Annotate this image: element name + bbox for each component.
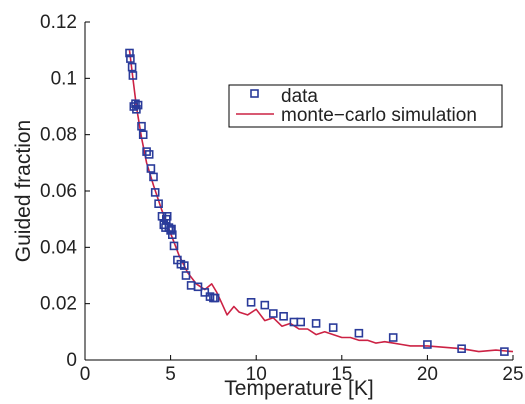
simulation-line-layer (128, 50, 514, 353)
y-tick-label: 0.02 (40, 294, 77, 315)
data-point (126, 54, 135, 63)
legend-data-marker (250, 89, 259, 98)
data-point (423, 340, 432, 349)
legend-label-data: data (281, 86, 318, 107)
data-point (167, 224, 176, 234)
data-point (181, 271, 191, 280)
simulation-line (128, 50, 514, 353)
data-point (388, 333, 398, 342)
x-tick-label: 15 (331, 364, 352, 385)
tick-labels: 0 5 10 15 20 25 0 0.02 0.04 0.06 0.08 0.1 0.12 (40, 12, 524, 385)
x-tick-label: 5 (165, 364, 176, 385)
x-tick-label: 0 (80, 364, 91, 385)
y-tick-label: 0 (66, 350, 77, 371)
data-point (268, 309, 278, 318)
data-point (149, 172, 158, 182)
x-tick-label: 25 (502, 364, 523, 385)
data-point (186, 281, 196, 290)
data-point (354, 328, 364, 338)
data-point (328, 323, 338, 332)
data-point (154, 199, 163, 208)
data-point (193, 282, 203, 292)
data-point (127, 62, 137, 72)
x-tick-label: 20 (417, 364, 438, 385)
y-tick-label: 0.08 (40, 125, 77, 146)
data-point (311, 319, 321, 328)
x-tick-label: 10 (246, 364, 267, 385)
data-point (166, 226, 175, 235)
data-point (138, 130, 148, 139)
data-point (146, 164, 156, 173)
y-tick-label: 0.04 (40, 237, 77, 258)
y-tick-label: 0.12 (40, 12, 77, 33)
data-point (162, 212, 172, 221)
data-point (457, 344, 466, 354)
data-point (168, 230, 177, 239)
data-point (131, 99, 140, 108)
data-point (169, 241, 179, 251)
data-marker-layer (125, 48, 509, 356)
data-point (279, 311, 288, 321)
data-point (133, 100, 143, 110)
y-tick-label: 0.06 (40, 181, 77, 202)
legend: data monte−carlo simulation (228, 84, 503, 128)
axes (84, 21, 514, 361)
y-axis-label: Guided fraction (12, 120, 35, 262)
data-point (144, 150, 154, 159)
data-point (128, 71, 138, 80)
y-tick-label: 0.1 (51, 68, 77, 89)
data-point (296, 317, 306, 327)
legend-box (228, 84, 503, 128)
legend-label-simulation: monte−carlo simulation (281, 105, 477, 126)
data-point (150, 188, 160, 197)
data-point (125, 48, 134, 58)
data-point (260, 300, 270, 310)
data-point (180, 261, 189, 270)
data-point (210, 293, 220, 303)
data-point (137, 121, 146, 131)
data-point (500, 347, 509, 356)
x-axis-label: Temperature [K] (224, 377, 373, 400)
data-point (246, 297, 256, 307)
